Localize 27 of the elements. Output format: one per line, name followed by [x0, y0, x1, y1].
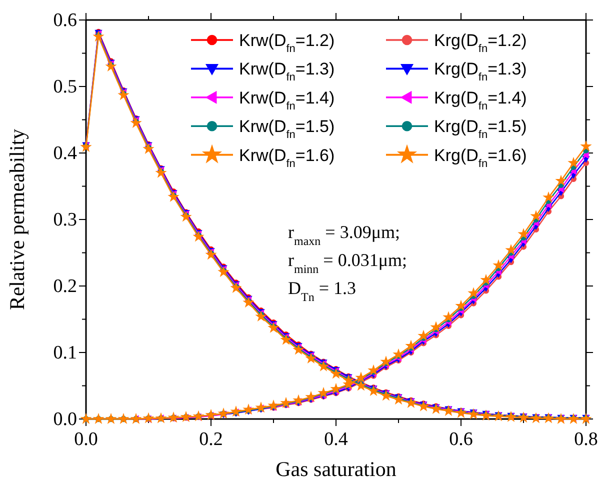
x-tick-label: 0.8 [574, 429, 598, 450]
y-tick-label: 0.2 [53, 276, 77, 298]
x-axis-title: Gas saturation [276, 457, 397, 481]
y-tick-label: 0.6 [53, 10, 77, 32]
legend-label: Krw(D$_{fn}$=1.6) [239, 146, 335, 170]
legend-label: Krg(D$_{fn}$=1.5) [434, 117, 527, 142]
legend-label: Krg(D$_{fn}$=1.6) [434, 146, 527, 170]
y-tick-label: 0.3 [53, 210, 77, 231]
legend-label: Krw(D$_{fn}$=1.3) [239, 60, 335, 84]
y-tick-label: 0.1 [53, 342, 77, 364]
y-axis-title: Relative permeability [5, 128, 29, 310]
legend-label: Krg(D$_{fn}$=1.4) [434, 88, 527, 112]
x-tick-label: 0.0 [74, 429, 98, 450]
y-tick-label: 0.0 [53, 409, 77, 430]
y-tick-label: 0.4 [53, 143, 78, 164]
annotation: r$_{minn}$ = 0.031μm; [288, 250, 407, 276]
legend-label: Krw(D$_{fn}$=1.4) [239, 88, 335, 112]
legend-label: Krg(D$_{fn}$=1.2) [434, 31, 527, 55]
x-tick-label: 0.4 [324, 429, 348, 450]
annotation: r$_{maxn}$ = 3.09μm; [288, 222, 400, 248]
annotation: D$_{Tn}$ = 1.3 [288, 278, 356, 304]
x-tick-label: 0.2 [199, 429, 223, 450]
legend-label: Krg(D$_{fn}$=1.3) [434, 60, 527, 84]
legend-label: Krw(D$_{fn}$=1.2) [239, 31, 335, 55]
legend-label: Krw(D$_{fn}$=1.5) [239, 117, 335, 142]
x-tick-label: 0.6 [449, 429, 473, 450]
y-tick-label: 0.5 [53, 76, 77, 98]
